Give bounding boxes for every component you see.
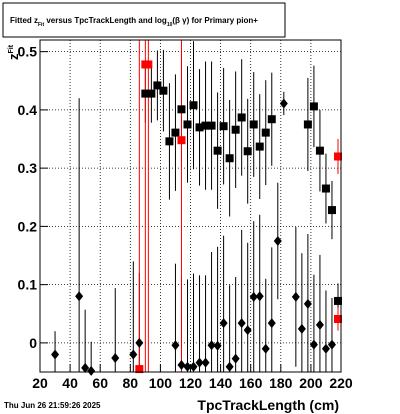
point — [183, 120, 192, 129]
timestamp: Thu Jun 26 21:59:26 2025 — [4, 401, 101, 410]
point — [111, 353, 120, 364]
x-tick-label: 220 — [329, 375, 353, 391]
title-part: versus TpcTrackLength and log — [44, 16, 167, 25]
point — [189, 361, 198, 372]
point — [207, 121, 216, 130]
y-tick-label: 0 — [29, 335, 37, 351]
point — [315, 146, 324, 155]
point — [51, 349, 60, 360]
point — [327, 206, 336, 215]
x-tick-label: 200 — [299, 375, 323, 391]
point — [327, 339, 336, 350]
y-tick-label: 0.3 — [18, 160, 38, 176]
point — [177, 360, 186, 371]
point — [297, 323, 306, 334]
point — [267, 318, 276, 329]
point — [255, 142, 264, 151]
point — [243, 325, 252, 336]
point — [183, 361, 192, 372]
point — [303, 120, 312, 129]
x-tick-label: 180 — [269, 375, 293, 391]
y-tick-label: 0.4 — [18, 102, 38, 118]
x-tick-label: 40 — [62, 375, 78, 391]
x-tick-label: 160 — [239, 375, 263, 391]
y-axis-label: zFit — [6, 44, 21, 60]
point — [129, 349, 138, 360]
point — [195, 357, 204, 368]
point — [321, 343, 330, 354]
x-tick-label: 60 — [92, 375, 108, 391]
title-part: (β γ) for Primary pion+ — [172, 16, 258, 25]
title-part: 10 — [167, 22, 173, 28]
point — [315, 319, 324, 330]
y-tick-label: 0.5 — [18, 44, 38, 60]
point — [147, 89, 156, 98]
title-box — [2, 2, 286, 38]
point — [321, 184, 330, 193]
point — [309, 339, 318, 350]
point — [243, 147, 252, 156]
point — [177, 105, 186, 114]
point — [219, 122, 228, 131]
point — [279, 98, 288, 109]
x-axis-label: TpcTrackLength (cm) — [197, 397, 339, 413]
point — [195, 123, 204, 132]
chart-title: Fitted zFit versus TpcTrackLength and lo… — [10, 16, 258, 28]
point — [135, 337, 144, 348]
point — [177, 136, 186, 145]
point — [309, 102, 318, 111]
title-part: Fitted z — [10, 16, 38, 25]
point — [333, 152, 342, 161]
point — [261, 128, 270, 137]
point — [153, 81, 162, 90]
point — [261, 343, 270, 354]
point — [171, 128, 180, 137]
point — [159, 86, 168, 95]
point — [87, 365, 96, 376]
point — [75, 291, 84, 302]
point — [249, 291, 258, 302]
point — [165, 137, 174, 146]
frame — [39, 39, 342, 373]
y-tick-label: 0.2 — [18, 218, 38, 234]
point — [255, 291, 264, 302]
x-tick-label: 140 — [209, 375, 233, 391]
point — [81, 362, 90, 373]
x-tick-label: 80 — [123, 375, 139, 391]
point — [237, 318, 246, 329]
point — [267, 115, 276, 124]
point — [135, 365, 144, 374]
point — [144, 60, 153, 69]
point — [213, 340, 222, 351]
point — [303, 298, 312, 309]
point — [231, 353, 240, 364]
x-tick-label: 120 — [179, 375, 203, 391]
point — [333, 296, 342, 305]
point — [237, 113, 246, 122]
point — [219, 318, 228, 329]
x-tick-label: 20 — [32, 375, 48, 391]
point — [225, 154, 234, 163]
plot-area: 20 40 60 80 100 120 140 160 180 200 220 0 0.1 0.2 0.3 0… — [18, 39, 353, 391]
y-tick-label: 0.1 — [18, 277, 38, 293]
point — [249, 120, 258, 129]
point — [213, 146, 222, 155]
point — [201, 121, 210, 130]
ylabel-part: z — [6, 53, 21, 60]
point — [273, 235, 282, 246]
point — [201, 357, 210, 368]
point — [333, 314, 342, 323]
point — [291, 291, 300, 302]
point — [231, 125, 240, 134]
ylabel-part: Fit — [8, 44, 15, 53]
point — [189, 101, 198, 110]
x-tick-label: 100 — [149, 375, 173, 391]
point — [141, 89, 150, 98]
point — [225, 361, 234, 372]
title-part: Fit — [38, 22, 44, 28]
point — [207, 340, 216, 351]
point — [171, 340, 180, 351]
